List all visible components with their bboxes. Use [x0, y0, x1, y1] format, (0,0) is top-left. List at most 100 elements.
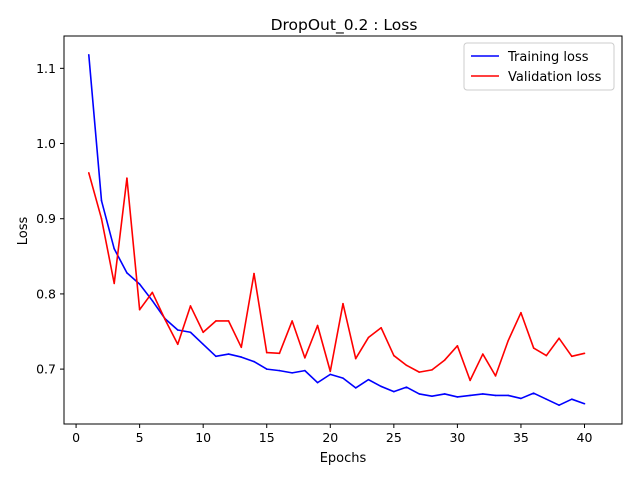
x-tick-label: 10	[195, 430, 211, 445]
data-point-training-loss	[520, 397, 522, 400]
data-point-validation-loss	[469, 379, 471, 382]
y-axis-label: Loss	[16, 217, 31, 246]
data-point-validation-loss	[558, 337, 560, 340]
data-point-training-loss	[545, 398, 548, 400]
x-tick-label: 35	[513, 430, 529, 445]
data-point-training-loss	[240, 356, 243, 358]
data-point-training-loss	[291, 372, 293, 374]
data-point-training-loss	[469, 394, 471, 397]
plot-frame	[63, 35, 623, 425]
x-tick-label: 5	[136, 430, 144, 445]
data-point-training-loss	[126, 272, 128, 274]
data-point-training-loss	[304, 369, 306, 372]
data-point-validation-loss	[494, 375, 497, 377]
y-tick-label: 0.8	[36, 286, 56, 301]
data-point-validation-loss	[278, 352, 281, 355]
data-point-validation-loss	[316, 324, 319, 327]
data-point-validation-loss	[240, 346, 243, 349]
data-point-validation-loss	[265, 351, 268, 354]
data-point-validation-loss	[126, 177, 128, 179]
data-point-training-loss	[443, 393, 446, 395]
x-tick-label: 20	[322, 430, 338, 445]
data-point-training-loss	[482, 393, 484, 395]
data-point-training-loss	[227, 353, 230, 355]
data-point-training-loss	[278, 369, 281, 372]
chart-title: DropOut_0.2 : Loss	[271, 16, 418, 35]
data-point-validation-loss	[532, 347, 535, 349]
data-point-training-loss	[138, 283, 141, 285]
data-point-training-loss	[316, 381, 319, 384]
y-tick-label: 0.7	[36, 362, 56, 377]
data-point-training-loss	[456, 396, 459, 398]
legend-label-validation-loss: Validation loss	[508, 70, 602, 85]
data-point-validation-loss	[431, 369, 433, 371]
data-point-validation-loss	[545, 354, 548, 357]
legend-label-training-loss: Training loss	[507, 50, 589, 65]
y-axis-ticks: 0.7 0.8 0.9 1.0 1.1	[36, 61, 64, 377]
legend: Training loss Validation loss	[463, 42, 615, 91]
x-tick-label: 0	[72, 430, 80, 445]
y-tick-label: 0.9	[36, 211, 56, 226]
data-point-validation-loss	[354, 357, 357, 360]
x-axis-ticks: 0 5 10 15 20 25 30 35 40	[72, 424, 593, 445]
data-point-validation-loss	[87, 172, 90, 174]
x-tick-label: 15	[259, 430, 275, 445]
data-point-training-loss	[151, 299, 154, 302]
data-point-validation-loss	[164, 318, 166, 321]
data-point-training-loss	[100, 199, 103, 202]
data-point-training-loss	[342, 377, 344, 379]
data-point-validation-loss	[227, 320, 230, 322]
data-point-training-loss	[329, 373, 332, 376]
data-point-training-loss	[367, 378, 370, 381]
data-point-validation-loss	[215, 320, 217, 322]
data-point-training-loss	[253, 360, 255, 363]
data-point-validation-loss	[380, 326, 382, 329]
data-point-validation-loss	[570, 355, 573, 358]
data-point-training-loss	[380, 385, 382, 388]
data-point-validation-loss	[583, 352, 586, 355]
data-point-validation-loss	[138, 308, 141, 311]
series-line-training-loss	[87, 54, 585, 407]
data-point-training-loss	[393, 390, 395, 393]
data-point-training-loss	[113, 247, 116, 250]
data-point-validation-loss	[443, 359, 446, 361]
data-point-validation-loss	[189, 305, 192, 307]
series-layer	[87, 53, 586, 407]
data-point-validation-loss	[507, 339, 510, 342]
legend-box	[463, 42, 615, 91]
data-point-validation-loss	[367, 336, 370, 339]
data-point-training-loss	[583, 402, 586, 405]
data-point-validation-loss	[113, 282, 116, 285]
data-point-validation-loss	[342, 302, 344, 305]
x-tick-label: 30	[449, 430, 465, 445]
x-tick-label: 25	[386, 430, 402, 445]
data-point-validation-loss	[405, 364, 408, 367]
data-point-validation-loss	[304, 357, 306, 359]
y-tick-label: 1.1	[36, 61, 56, 76]
data-point-validation-loss	[393, 354, 395, 357]
data-point-training-loss	[418, 393, 421, 395]
data-point-validation-loss	[329, 370, 332, 373]
data-point-validation-loss	[100, 217, 103, 220]
x-tick-label: 40	[577, 430, 593, 445]
data-point-validation-loss	[456, 344, 459, 347]
data-point-training-loss	[405, 386, 408, 388]
series-line-validation-loss	[88, 172, 585, 382]
data-point-training-loss	[532, 392, 535, 394]
data-point-validation-loss	[482, 353, 484, 355]
data-point-training-loss	[494, 394, 497, 397]
y-tick-label: 1.0	[36, 136, 56, 151]
data-point-training-loss	[354, 387, 357, 389]
data-point-validation-loss	[176, 343, 179, 346]
data-point-training-loss	[431, 395, 433, 397]
data-point-validation-loss	[253, 272, 255, 275]
data-point-training-loss	[176, 329, 179, 331]
data-point-training-loss	[215, 355, 217, 358]
data-point-training-loss	[558, 404, 560, 407]
data-point-validation-loss	[291, 320, 293, 322]
data-point-training-loss	[202, 343, 204, 346]
data-point-training-loss	[189, 331, 192, 334]
data-point-validation-loss	[418, 371, 421, 373]
data-point-validation-loss	[151, 291, 154, 294]
